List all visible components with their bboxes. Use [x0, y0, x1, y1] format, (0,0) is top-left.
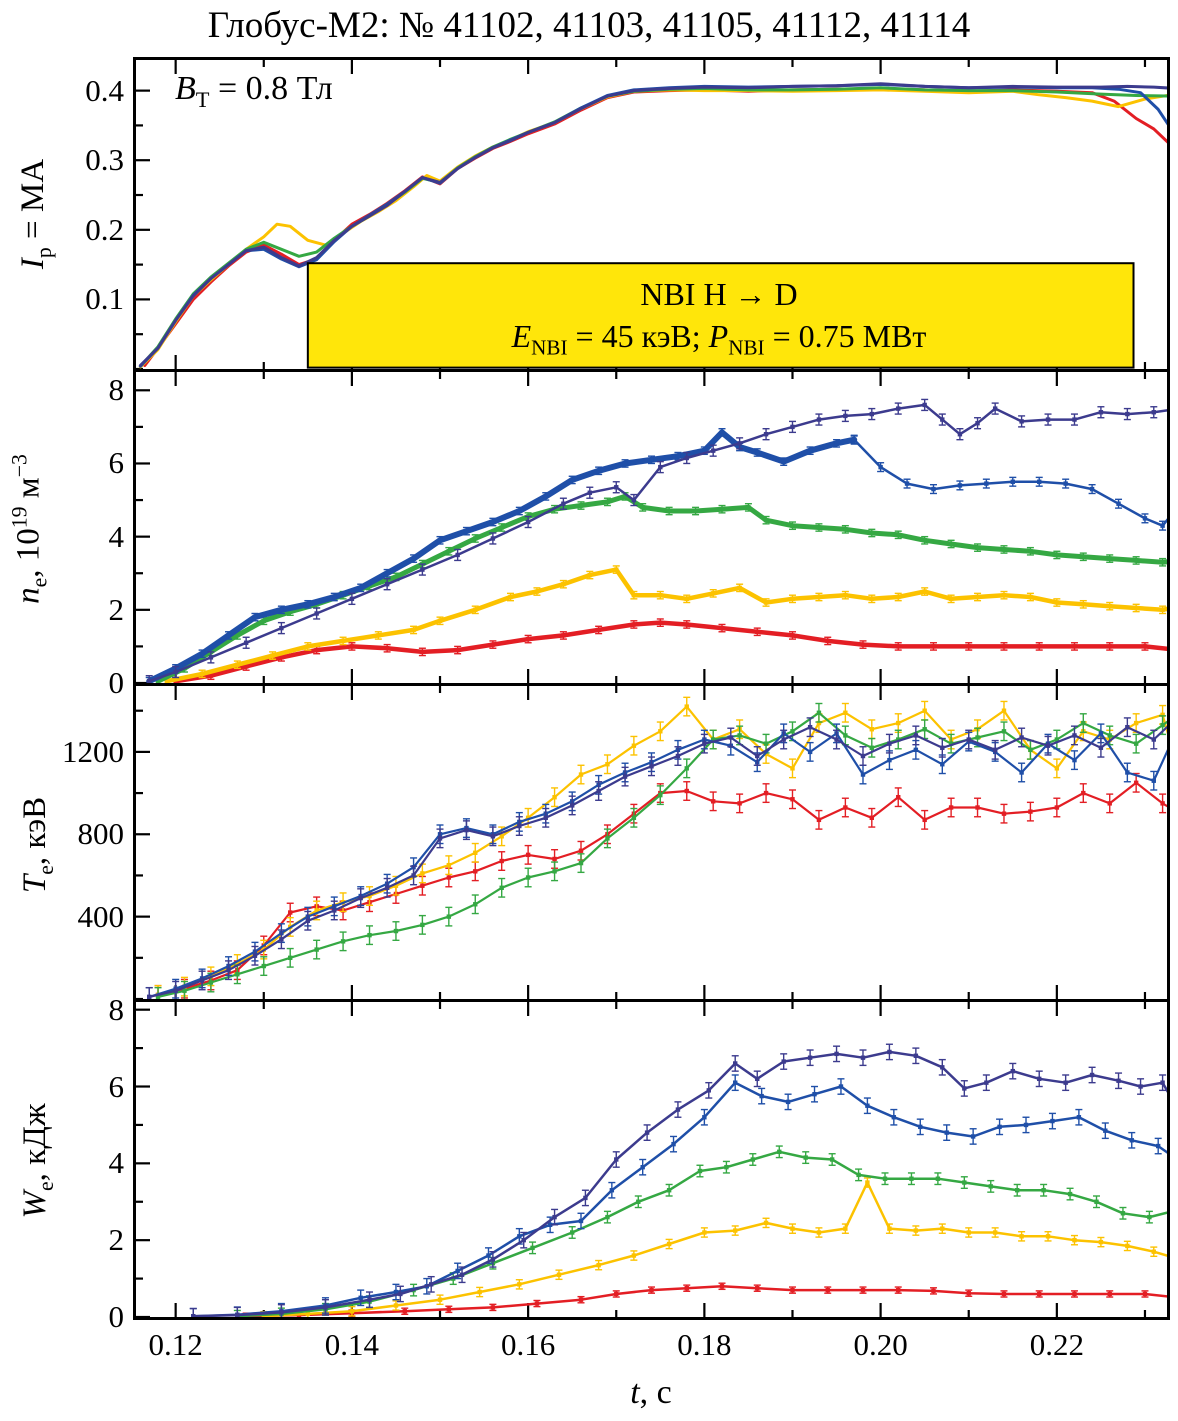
errorbars-red	[172, 618, 1149, 683]
series-line-navy	[148, 725, 1167, 998]
series-line-blue	[148, 732, 1167, 998]
series-line-red	[156, 781, 1167, 996]
y-tick-label: 0.1	[85, 281, 124, 317]
toroidal-field-annotation: BT = 0.8 Тл	[175, 70, 333, 113]
ylabel-we-subscript: e	[33, 1181, 58, 1192]
nbi-power-subscript: NBI	[728, 335, 765, 360]
y-tick-label: 8	[108, 991, 125, 1027]
te-plot-area	[136, 686, 1167, 999]
xlabel-unit: , с	[639, 1374, 672, 1411]
x-axis-label: t, с	[630, 1374, 672, 1412]
ylabel-te-symbol: T	[17, 874, 54, 894]
nbi-power-symbol: P	[708, 318, 729, 355]
y-tick-label: 0.3	[85, 142, 124, 178]
series-line-green	[156, 711, 1167, 998]
y-tick-label: 4	[108, 1145, 125, 1181]
nbi-line1: NBI H → D	[640, 276, 798, 312]
y-tick-label: 0	[108, 1299, 125, 1334]
figure-title: Глобус-М2: № 41102, 41103, 41105, 41112,…	[207, 5, 971, 46]
series-line-navy	[138, 82, 1167, 367]
nbi-energy-symbol: E	[511, 318, 532, 355]
y-tick-label: 0.4	[85, 72, 124, 108]
y-tick-label: 2	[108, 1222, 125, 1258]
errorbars-navy	[189, 1043, 1167, 1317]
axis-ticks	[136, 686, 1147, 999]
ylabel-ip-symbol: I	[15, 258, 52, 270]
errorbars-red	[154, 772, 1167, 999]
errorbars-green	[154, 702, 1167, 999]
ne-plot-area	[136, 372, 1167, 683]
errorbars-yellow	[260, 1177, 1158, 1317]
nbi-power-value: = 0.75 МВт	[764, 318, 927, 355]
axis-ticks	[136, 1002, 1147, 1317]
panel-temperature: 400 800 1200	[62, 686, 1170, 1002]
series-group	[189, 1043, 1167, 1317]
errorbars-green	[233, 1145, 1153, 1317]
nbi-line2: ENBI = 45 кэВ; PNBI = 0.75 МВт	[312, 315, 1126, 362]
y-tick-label: 6	[108, 445, 125, 481]
nbi-box-text: NBI H → D ENBI = 45 кэВ; PNBI = 0.75 МВт	[312, 273, 1126, 363]
ylabel-we-symbol: W	[17, 1191, 54, 1219]
x-tick-label: 0.18	[677, 1327, 732, 1362]
x-tick-label: 0.22	[1029, 1327, 1084, 1362]
ylabel-te-subscript: e	[33, 865, 58, 875]
axis-ticks	[136, 372, 1147, 683]
series-line-blue-thin	[852, 438, 1167, 527]
we-plot-area	[136, 1002, 1167, 1317]
x-tick-label: 0.12	[148, 1327, 203, 1362]
y-tick-label: 400	[77, 898, 125, 934]
bt-symbol: B	[175, 70, 196, 107]
errorbars-blue-thin	[850, 434, 1167, 531]
series-group	[138, 82, 1167, 369]
y-tick-label: 800	[77, 816, 125, 852]
y-tick-label: 2	[108, 591, 125, 627]
bt-value: = 0.8 Тл	[209, 70, 333, 107]
series-line-yellow	[164, 567, 1167, 683]
series-group	[145, 696, 1167, 999]
errorbars-yellow	[163, 565, 1167, 683]
series-group	[145, 398, 1167, 683]
nbi-highlight-box	[306, 262, 1135, 369]
ylabel-ne-subscript: e	[27, 577, 52, 588]
series-line-yellow	[262, 1181, 1167, 1317]
panel-plasma-current: 0.1 0.2 0.3 0.4	[85, 57, 1170, 372]
nbi-energy-subscript: NBI	[531, 335, 568, 360]
series-line-red	[244, 1285, 1167, 1317]
series-line-yellow	[156, 705, 1167, 996]
series-line-navy	[147, 403, 1167, 683]
ylabel-ip-subscript: p	[31, 247, 56, 259]
y-tick-label: 8	[108, 372, 125, 408]
series-line-blue	[192, 1081, 1167, 1317]
errorbars-navy	[145, 398, 1158, 683]
ip-plot-area	[136, 60, 1167, 369]
panel-stored-energy: 0 2 4 6 8 0.12 0.14 0.16 0.18 0.20 0.22	[109, 992, 1170, 1362]
panel-density: 0 2 4 6 8	[109, 372, 1170, 700]
xlabel-symbol: t	[630, 1374, 640, 1411]
y-tick-label: 1200	[62, 733, 124, 769]
x-tick-label: 0.14	[324, 1327, 380, 1362]
errorbars-navy	[145, 717, 1158, 999]
y-tick-label: 6	[108, 1068, 125, 1104]
nbi-energy-value: = 45 кэВ;	[567, 318, 709, 355]
bt-subscript: T	[195, 86, 210, 112]
x-tick-label: 0.20	[853, 1327, 908, 1362]
errorbars-red	[242, 1282, 1149, 1317]
y-tick-label: 4	[108, 518, 125, 554]
y-tick-label: 0.2	[85, 211, 124, 247]
x-tick-label: 0.16	[501, 1327, 556, 1362]
series-line-red	[173, 620, 1167, 683]
y-tick-label: 0	[108, 665, 125, 700]
